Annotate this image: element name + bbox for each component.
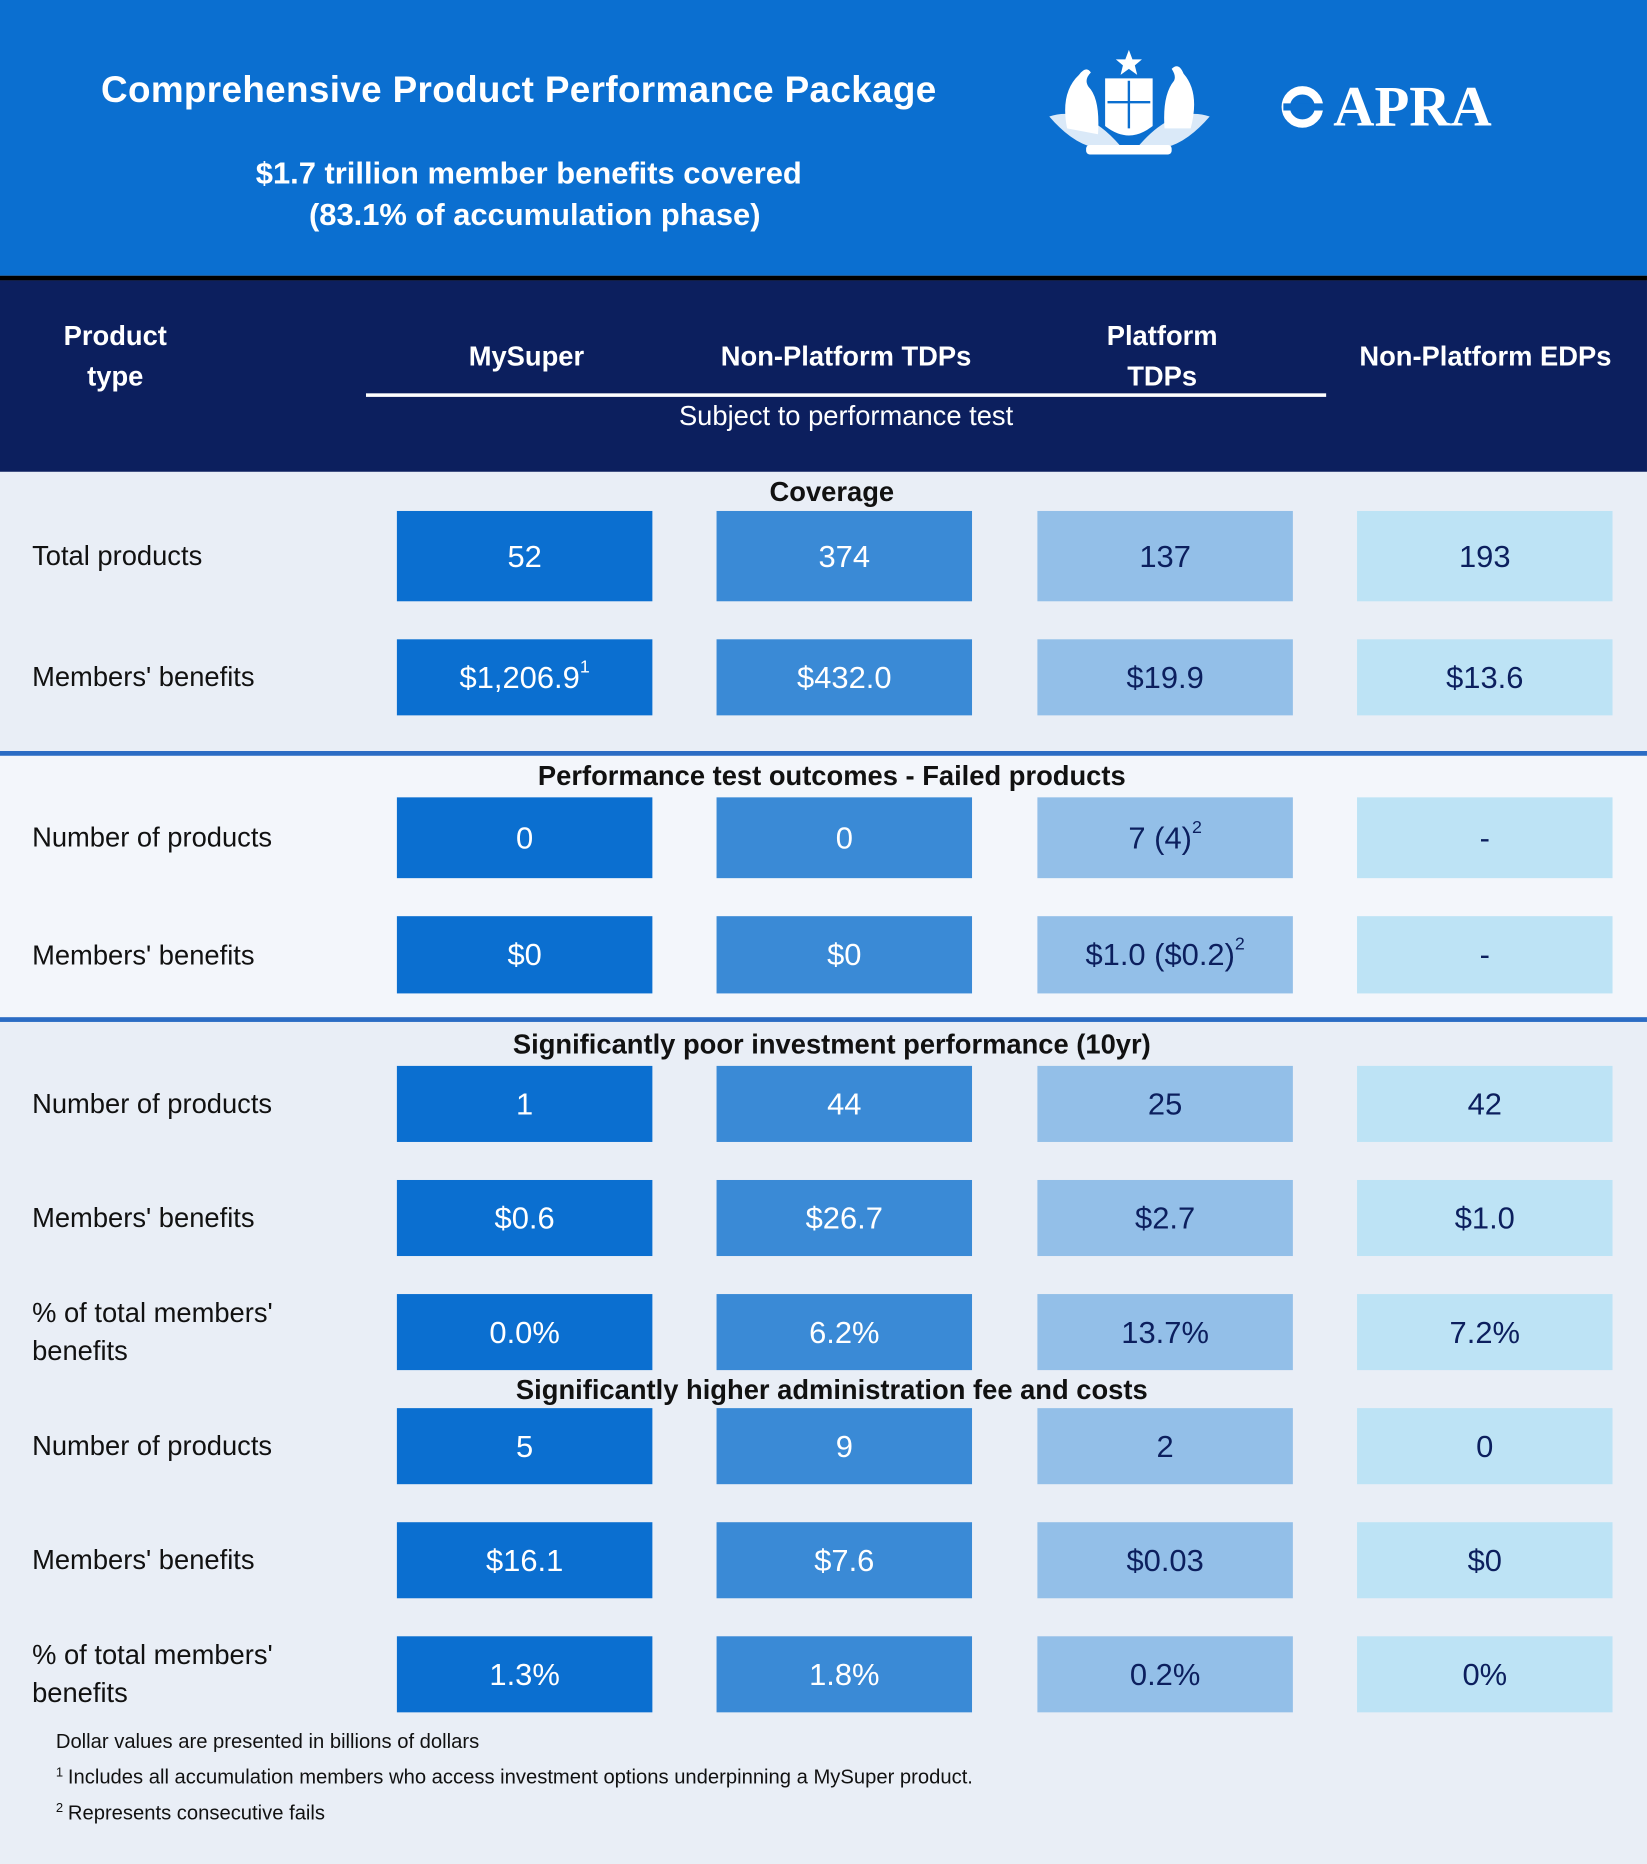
data-cell: $0.6 [396, 1179, 653, 1257]
data-cell: $7.6 [716, 1522, 973, 1599]
title: Comprehensive Product Performance Packag… [101, 68, 937, 111]
data-cell: 1 [396, 1065, 653, 1142]
section-divider [0, 1017, 1647, 1022]
column-header: Platform [1106, 320, 1218, 352]
data-cell: 42 [1357, 1065, 1613, 1142]
data-cell: $16.1 [396, 1522, 653, 1599]
footnote-marker: 2 [55, 1801, 64, 1816]
data-cell: - [1357, 797, 1613, 879]
data-cell: $19.9 [1037, 639, 1293, 716]
column-header: MySuper [468, 340, 585, 372]
data-cell: $1,206.9 1 [396, 639, 653, 716]
data-cell: 25 [1037, 1065, 1293, 1142]
section-title: Performance test outcomes - Failed produ… [537, 759, 1126, 791]
row-label: % of total members' [32, 1297, 273, 1328]
section-title: Coverage [769, 475, 895, 507]
footnote-text: Dollar values are presented in billions … [55, 1730, 480, 1753]
row-label: benefits [32, 1677, 128, 1709]
divider [0, 275, 1647, 281]
data-cell: 0 [396, 797, 653, 879]
cell-value: $1,206.9 [459, 658, 580, 695]
column-header: TDPs [1127, 360, 1198, 392]
row-header-label: Product [63, 320, 167, 352]
data-cell: $0 [396, 916, 653, 994]
data-cell: 52 [396, 510, 653, 602]
data-cell: 6.2% [716, 1294, 973, 1371]
row-label: Members' benefits [32, 938, 255, 970]
row-label: Total products [32, 540, 203, 571]
subtitle: $1.7 trillion member benefits covered [255, 155, 802, 191]
data-cell: $1.0 ($0.2) 2 [1037, 916, 1293, 994]
data-cell: $26.7 [716, 1179, 973, 1257]
cell-value: 7 (4) [1128, 819, 1192, 855]
cell-value: $1.0 ($0.2) [1085, 936, 1235, 973]
row-label: % of total members' [32, 1639, 273, 1671]
subtitle: (83.1% of accumulation phase) [308, 196, 761, 233]
apra-icon [1281, 86, 1324, 128]
data-cell: 7.2% [1357, 1294, 1613, 1371]
data-cell: 2 [1037, 1408, 1293, 1485]
data-cell: 7 (4) 2 [1037, 797, 1293, 879]
column-header: Non-Platform EDPs [1359, 340, 1612, 372]
group-label: Subject to performance test [678, 399, 1014, 431]
data-cell: $0 [1357, 1522, 1613, 1599]
data-cell: 5 [396, 1408, 653, 1485]
data-cell: 137 [1037, 510, 1293, 602]
row-label: Number of products [32, 1087, 273, 1119]
footnote: 1 Includes all accumulation members who a… [56, 1766, 973, 1790]
data-cell: 0.0% [396, 1294, 653, 1371]
footnote-text: Represents consecutive fails [67, 1801, 326, 1825]
data-cell: $432.0 [716, 639, 973, 716]
data-cell: 0% [1357, 1636, 1613, 1713]
data-cell: 44 [716, 1065, 973, 1142]
section-title: Significantly poor investment performanc… [512, 1028, 1151, 1060]
row-label: Number of products [32, 1430, 273, 1462]
data-cell: 0 [1357, 1408, 1613, 1485]
row-label: Number of products [32, 821, 273, 853]
footnote-marker: 1 [55, 1765, 64, 1781]
footnote: 2 Represents consecutive fails [56, 1801, 325, 1825]
coat-of-arms [1049, 49, 1210, 155]
data-cell: 9 [716, 1408, 973, 1485]
column-header: Non-Platform TDPs [720, 340, 972, 372]
data-cell: 13.7% [1037, 1294, 1293, 1371]
data-cell: $0.03 [1037, 1522, 1293, 1599]
footnote-ref: 2 [1234, 934, 1245, 955]
data-cell: 1.8% [716, 1636, 973, 1713]
section-title: Significantly higher administration fee … [515, 1374, 1148, 1406]
data-cell: 0 [716, 797, 973, 879]
header-band [0, 0, 1647, 276]
row-label: Members' benefits [32, 1201, 255, 1233]
group-underline [365, 393, 1327, 397]
data-cell: $13.6 [1357, 639, 1613, 716]
row-header-label: type [87, 360, 144, 392]
row-label: benefits [32, 1335, 128, 1366]
data-cell: $2.7 [1037, 1179, 1293, 1257]
footnote-ref: 1 [579, 656, 590, 677]
data-cell: 0.2% [1037, 1636, 1293, 1713]
column-header-band [0, 280, 1647, 472]
data-cell: 193 [1357, 510, 1613, 602]
footnote: Dollar values are presented in billions … [56, 1730, 479, 1754]
logo-text: APRA [1333, 75, 1492, 139]
section-divider [0, 751, 1647, 756]
footnote-text: Includes all accumulation members who ac… [67, 1765, 973, 1789]
data-cell: $0 [716, 916, 973, 994]
data-cell: - [1357, 916, 1613, 994]
footnote-ref: 2 [1191, 816, 1202, 838]
row-label: Members' benefits [32, 1544, 255, 1576]
data-cell: 1.3% [396, 1636, 653, 1713]
row-label: Members' benefits [32, 661, 255, 693]
data-cell: $1.0 [1357, 1179, 1613, 1257]
data-cell: 374 [716, 510, 973, 602]
